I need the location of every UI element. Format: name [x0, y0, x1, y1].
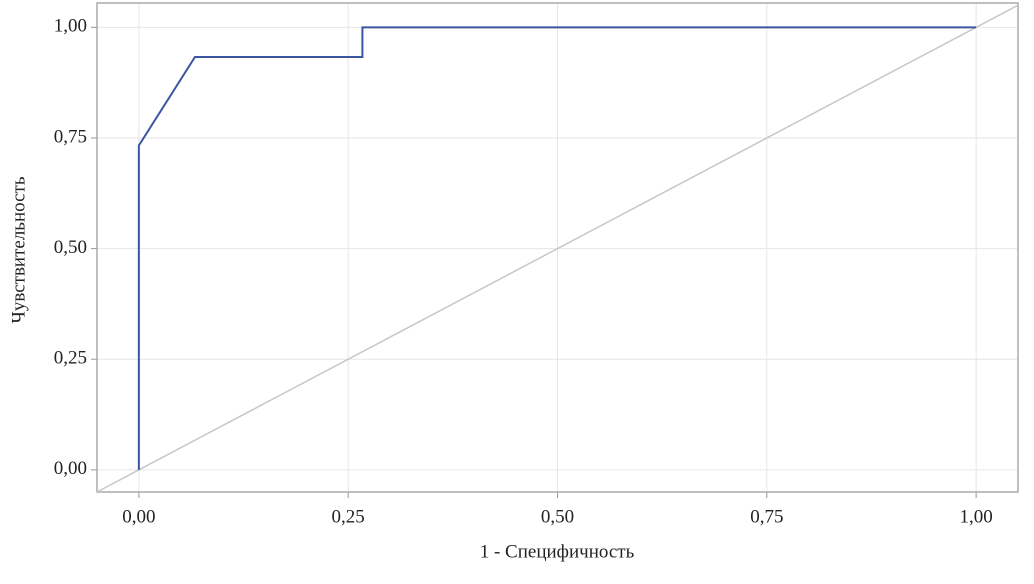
y-tick-label: 0,00	[54, 458, 87, 479]
y-tick-label: 0,75	[54, 126, 87, 147]
y-tick-label: 1,00	[54, 16, 87, 37]
y-tick-label: 0,25	[54, 348, 87, 369]
roc-curve	[137, 26, 977, 470]
x-tick-label: 0,50	[541, 506, 574, 527]
x-tick-label: 0,75	[750, 506, 783, 527]
plot-border	[96, 2, 1019, 493]
reference-diagonal	[96, 4, 1019, 493]
x-tick-label: 0,25	[332, 506, 365, 527]
x-tick-label: 1,00	[960, 506, 993, 527]
x-tick-label: 0,00	[122, 506, 155, 527]
y-axis-label: Чувствительность	[8, 176, 29, 323]
y-tick-label: 0,50	[54, 237, 87, 258]
x-axis-label: 1 - Специфичность	[480, 541, 635, 562]
